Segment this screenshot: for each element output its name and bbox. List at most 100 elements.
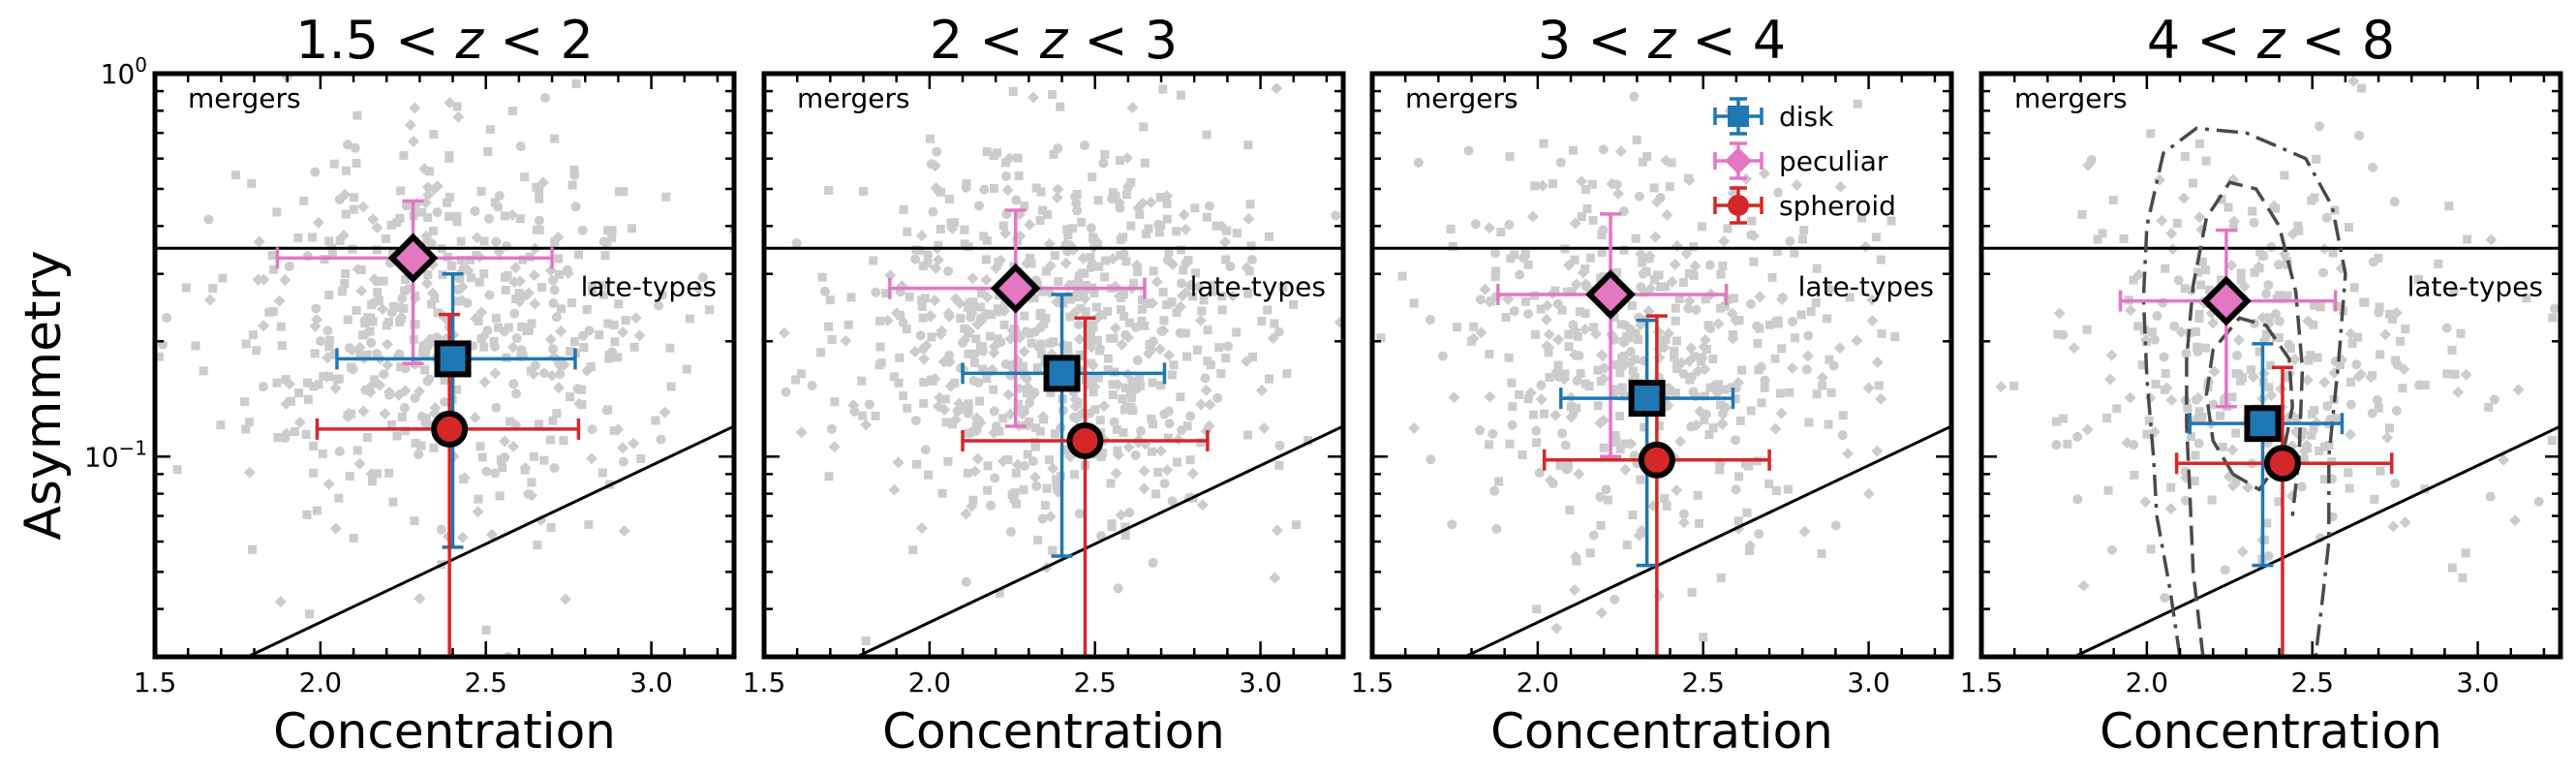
background-point: [370, 375, 380, 385]
background-point: [1689, 270, 1699, 280]
background-point: [666, 382, 676, 391]
background-point: [340, 279, 350, 289]
background-point: [1109, 322, 1121, 334]
background-point: [791, 375, 801, 385]
background-point: [1023, 388, 1033, 398]
background-point: [1712, 318, 1725, 330]
background-point: [2200, 265, 2210, 275]
background-point: [1653, 352, 1666, 364]
plot-area: [1372, 91, 1951, 657]
background-point: [1108, 380, 1118, 389]
background-point: [1217, 305, 1227, 315]
background-point: [2512, 384, 2525, 396]
background-point: [1160, 190, 1173, 202]
background-point: [963, 468, 972, 478]
background-point: [324, 236, 334, 246]
background-point: [1825, 283, 1837, 295]
background-point: [2146, 129, 2156, 139]
background-point: [1039, 319, 1049, 328]
background-point: [2159, 352, 2169, 362]
x-tick-label: 2.5: [1681, 667, 1725, 698]
background-point: [2270, 309, 2281, 320]
background-point: [2274, 316, 2285, 326]
background-point: [1758, 168, 1770, 180]
background-point: [2299, 454, 2309, 464]
background-point: [1426, 454, 1436, 465]
background-point: [1654, 421, 1664, 431]
background-point: [849, 406, 860, 417]
background-point: [2175, 326, 2188, 338]
background-point: [1181, 328, 1190, 338]
background-point: [2254, 264, 2264, 273]
background-point: [2261, 329, 2271, 339]
background-point: [456, 531, 469, 543]
background-point: [925, 134, 935, 143]
background-point: [500, 272, 509, 282]
background-point: [1661, 282, 1671, 292]
background-point: [1119, 405, 1129, 415]
background-point: [442, 198, 451, 207]
background-point: [2181, 348, 2192, 358]
background-point: [469, 312, 481, 325]
background-point: [518, 255, 528, 264]
background-point: [952, 406, 963, 417]
disk-marker: [2244, 405, 2282, 443]
background-point: [2250, 267, 2259, 277]
background-point: [2485, 491, 2496, 502]
background-point: [895, 353, 905, 362]
background-point: [1145, 196, 1157, 208]
background-point: [2360, 297, 2370, 307]
background-point: [1544, 474, 1556, 486]
background-point: [1638, 258, 1647, 267]
background-point: [1007, 490, 1017, 500]
background-point: [2310, 193, 2319, 202]
background-point: [1159, 479, 1170, 489]
background-point: [559, 593, 571, 605]
panel-title: 1.5 < z < 2: [295, 10, 594, 71]
background-point: [2319, 475, 2329, 484]
plot-area: [764, 82, 1343, 657]
background-point: [1073, 333, 1086, 346]
background-point: [1274, 440, 1285, 450]
background-point: [322, 352, 334, 364]
background-point: [1167, 297, 1177, 307]
background-point: [1536, 380, 1547, 390]
background-point: [1446, 224, 1456, 233]
background-point: [551, 312, 562, 323]
background-point: [1204, 201, 1214, 211]
background-point: [2354, 130, 2365, 140]
background-point: [910, 416, 921, 426]
background-point: [1674, 435, 1687, 448]
background-point: [392, 218, 402, 228]
background-point: [535, 187, 544, 197]
background-point: [915, 522, 928, 535]
background-point: [825, 295, 835, 305]
background-point: [963, 408, 973, 419]
background-point: [1619, 391, 1629, 401]
background-point: [1690, 352, 1700, 361]
background-point: [499, 435, 511, 448]
background-point: [1018, 345, 1030, 357]
background-point: [1595, 491, 1606, 502]
background-point: [1397, 271, 1407, 281]
background-point: [1670, 353, 1679, 362]
background-point: [1518, 450, 1527, 459]
background-point: [1088, 172, 1097, 182]
background-point: [2414, 274, 2424, 284]
background-point: [1212, 392, 1223, 403]
background-point: [1244, 266, 1254, 276]
background-point: [253, 235, 265, 248]
background-point: [1580, 309, 1590, 319]
background-point: [1671, 483, 1683, 496]
background-point: [919, 377, 929, 387]
background-point: [1030, 423, 1040, 433]
background-point: [1744, 540, 1757, 552]
background-point: [2147, 327, 2157, 337]
background-point: [2345, 483, 2354, 493]
background-point: [977, 289, 987, 298]
background-point: [1671, 303, 1680, 313]
background-point: [1830, 520, 1841, 531]
background-point: [954, 297, 966, 310]
background-point: [293, 417, 306, 429]
